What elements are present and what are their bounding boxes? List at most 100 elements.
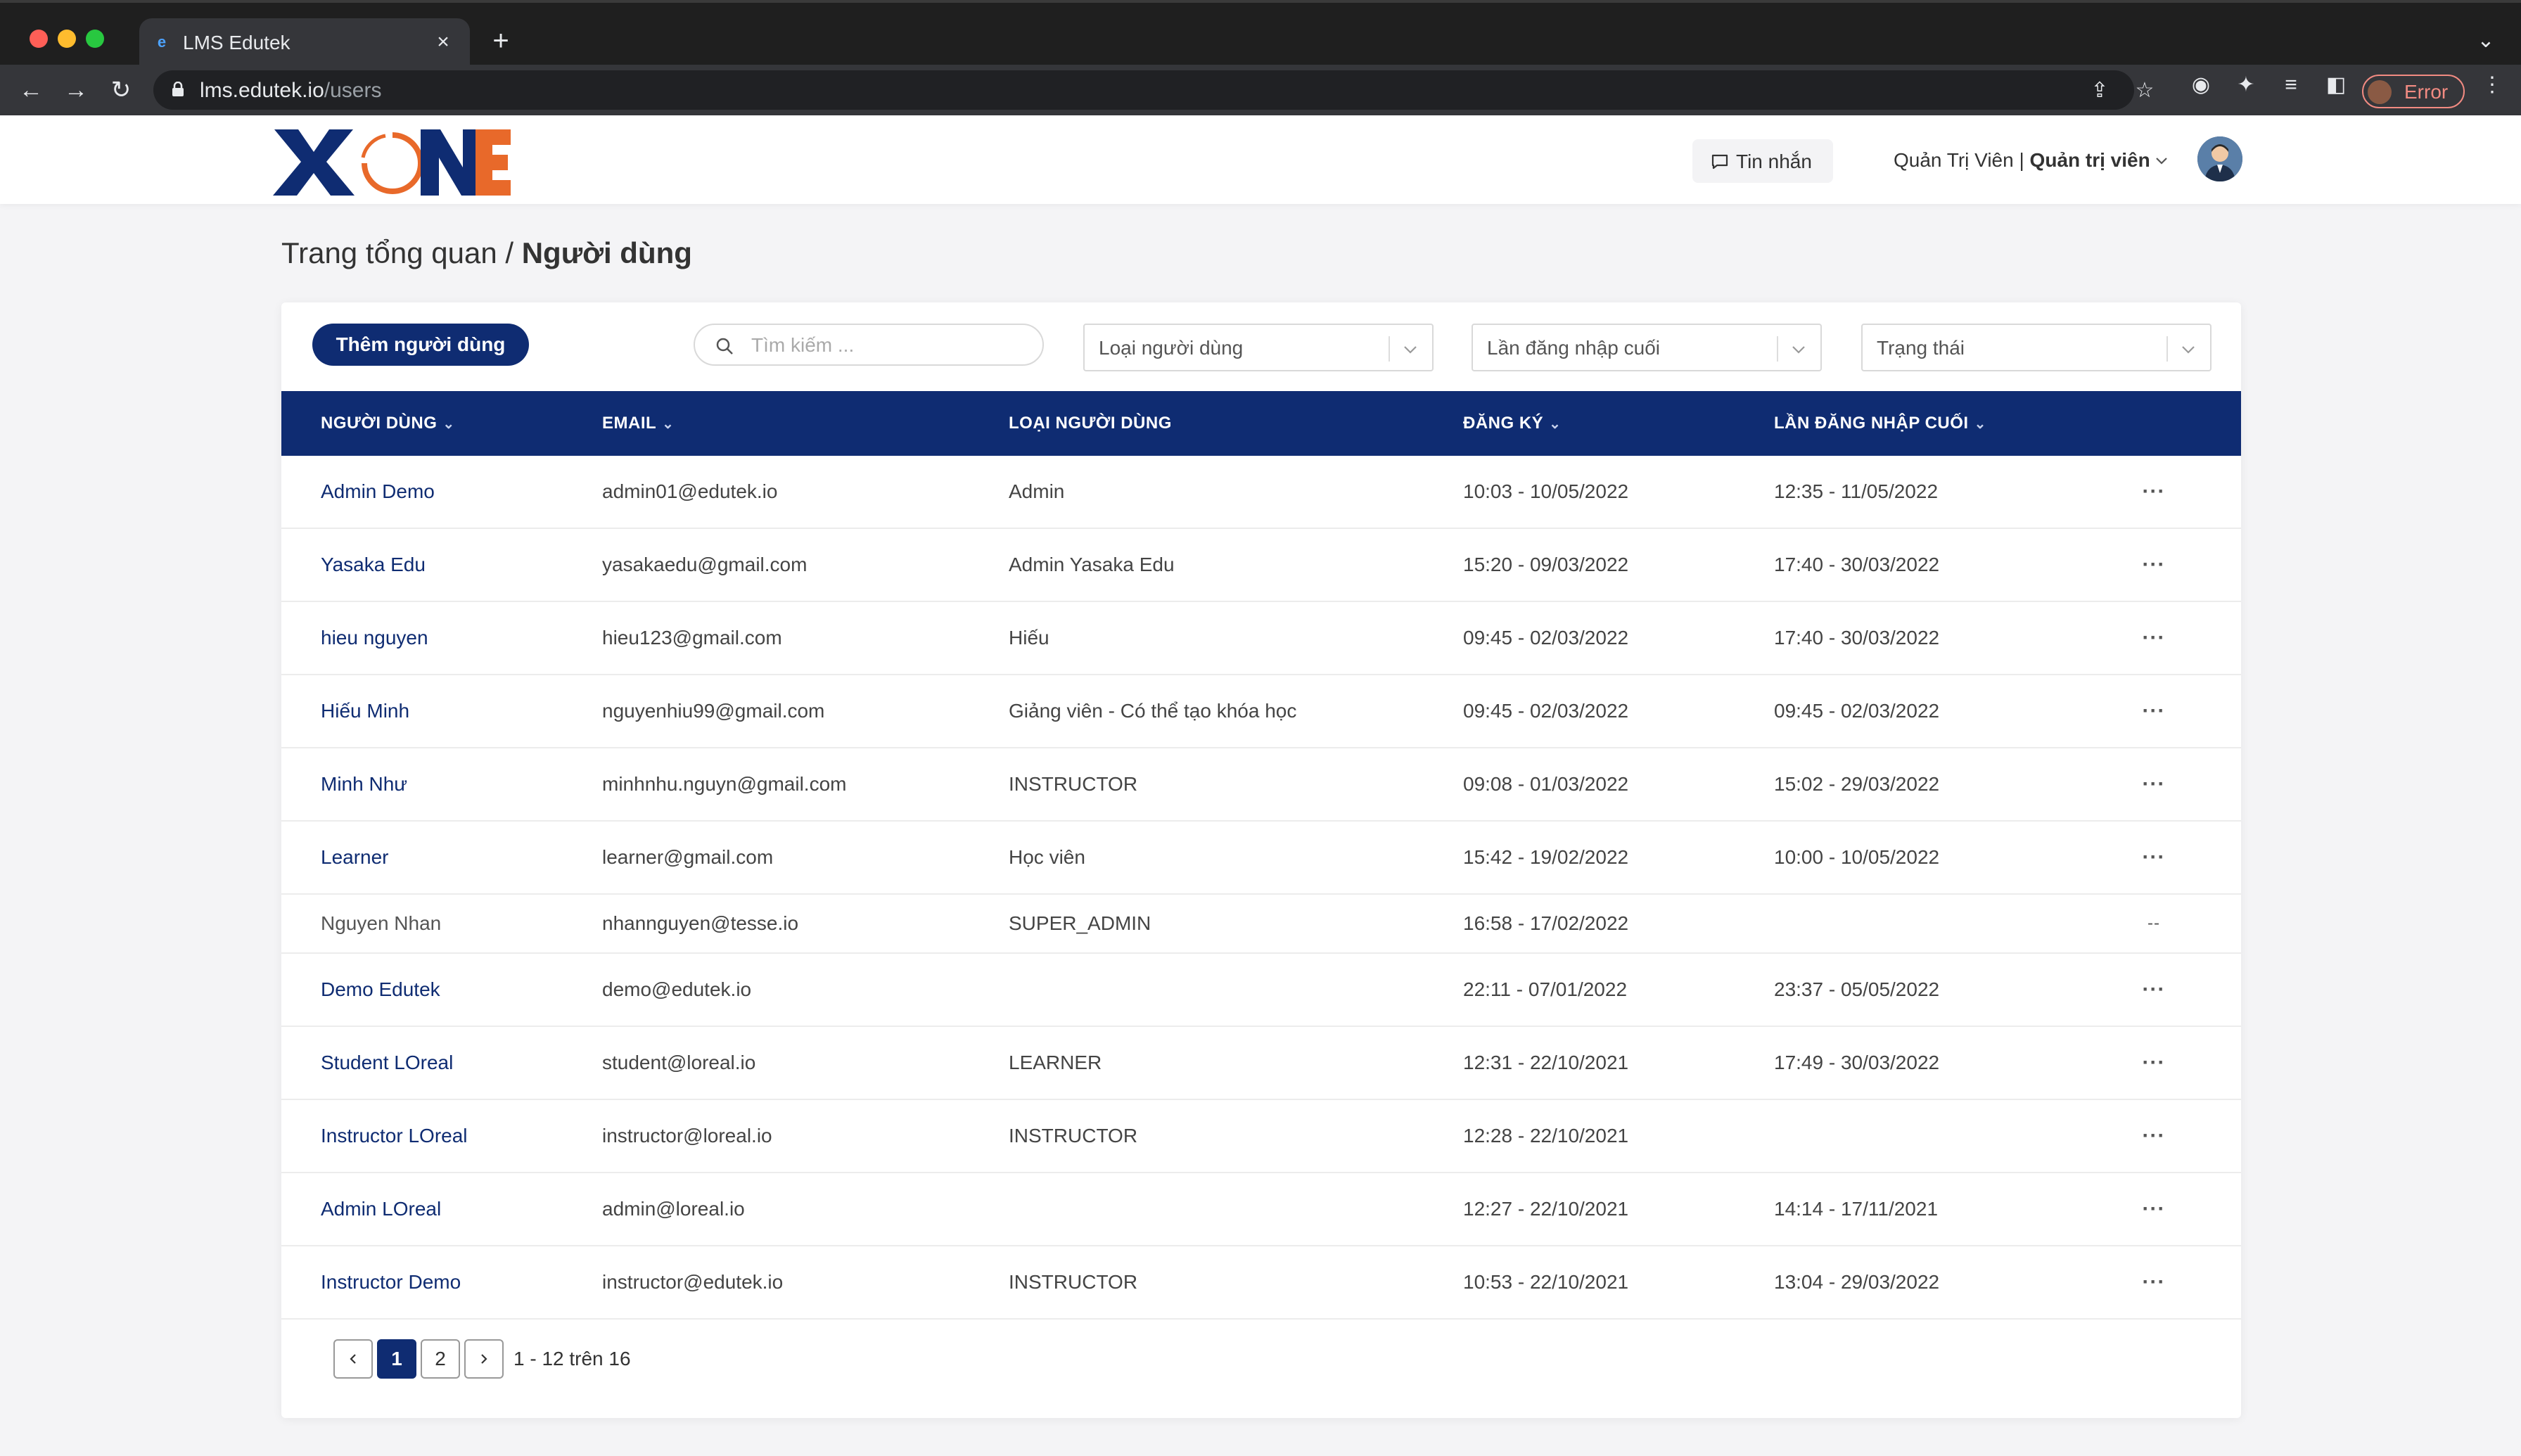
user-menu-dropdown[interactable]: Quản Trị Viên | Quản trị viên [1894,146,2167,174]
reload-icon[interactable]: ↻ [110,77,132,103]
select-separator [2166,336,2168,362]
user-email: instructor@loreal.io [602,1125,772,1147]
registered-date: 12:28 - 22/10/2021 [1463,1125,1629,1147]
last-login-filter-select[interactable]: Lần đăng nhập cuối [1472,324,1822,371]
bookmark-star-icon[interactable]: ☆ [2135,79,2155,102]
reading-list-icon[interactable]: ≡ [2285,73,2297,96]
user-email: student@loreal.io [602,1052,756,1073]
user-type: INSTRUCTOR [1009,1271,1138,1293]
search-input[interactable] [751,332,1026,359]
row-more-icon[interactable]: ··· [2142,699,2166,722]
extensions-puzzle-icon[interactable]: ✦ [2237,73,2255,96]
registered-date: 09:45 - 02/03/2022 [1463,700,1629,722]
status-filter-label: Trạng thái [1877,337,1965,359]
user-email: demo@edutek.io [602,978,752,1000]
user-type: INSTRUCTOR [1009,1125,1138,1147]
page-button-1[interactable]: 1 [377,1339,416,1379]
user-type-filter-select[interactable]: Loại người dùng [1083,324,1434,371]
registered-date: 22:11 - 07/01/2022 [1463,978,1628,1000]
row-more-icon[interactable]: ··· [2142,553,2166,576]
sort-chevron-icon: ⌄ [442,416,455,432]
user-name-link[interactable]: Admin Demo [321,480,435,502]
edutek-favicon-icon: e [157,33,167,51]
address-bar[interactable]: lms.edutek.io/users ⇪ ☆ [153,70,2154,110]
user-role-text: Quản Trị Viên | Quản trị viên [1894,149,2150,171]
column-header-email[interactable]: EMAIL ⌄ [602,412,674,435]
user-name-link[interactable]: Student LOreal [321,1052,454,1073]
window-zoom-button[interactable] [86,30,104,48]
tab-search-chevron-icon[interactable]: ⌄ [2477,29,2495,52]
user-name-link[interactable]: Instructor Demo [321,1271,461,1293]
chevron-left-icon [350,1354,356,1364]
registered-date: 15:20 - 09/03/2022 [1463,554,1629,575]
page-button-2[interactable]: 2 [421,1339,460,1379]
prev-page-button[interactable] [333,1339,373,1379]
table-row: Instructor LOreal instructor@loreal.io I… [281,1100,2241,1173]
avatar[interactable] [2197,136,2242,181]
window-minimize-button[interactable] [58,30,76,48]
row-more-icon[interactable]: ··· [2142,1270,2166,1294]
more-vertical-icon[interactable]: ⋮ [2482,73,2503,96]
row-more-icon[interactable]: ··· [2142,480,2166,503]
table-header: NGƯỜI DÙNG ⌄ EMAIL ⌄ LOẠI NGƯỜI DÙNG ĐĂNG … [281,391,2241,456]
row-more-icon[interactable]: ··· [2142,1051,2166,1074]
back-arrow-icon[interactable]: ← [19,77,43,103]
user-email: hieu123@gmail.com [602,627,782,649]
last-login-date: 17:40 - 30/03/2022 [1774,554,1940,575]
table-row: hieu nguyen hieu123@gmail.com Hiếu 09:45… [281,602,2241,675]
status-filter-select[interactable]: Trạng thái [1861,324,2212,371]
chevron-down-icon [1792,346,1805,354]
side-panel-icon[interactable]: ◧ [2325,73,2347,96]
column-header-registered[interactable]: ĐĂNG KÝ ⌄ [1463,412,1561,435]
chevron-down-icon [2182,346,2195,354]
row-more-icon[interactable]: ··· [2142,1124,2166,1147]
last-login-date: 14:14 - 17/11/2021 [1774,1198,1939,1220]
forward-arrow-icon[interactable]: → [64,77,88,103]
registered-date: 09:08 - 01/03/2022 [1463,773,1629,795]
profile-error-button[interactable]: Error [2362,75,2465,108]
user-avatar-icon [2197,136,2242,181]
tab-close-icon[interactable]: × [437,30,449,53]
user-name-link[interactable]: Instructor LOreal [321,1125,468,1147]
share-icon[interactable]: ⇪ [2091,79,2109,102]
new-tab-icon[interactable]: + [492,25,509,56]
user-email: yasakaedu@gmail.com [602,554,808,575]
tab-strip: e LMS Edutek × + ⌄ [0,0,2521,68]
user-name-link[interactable]: Demo Edutek [321,978,440,1000]
user-type: Học viên [1009,846,1085,868]
column-header-user[interactable]: NGƯỜI DÙNG ⌄ [321,412,455,435]
column-header-last-login[interactable]: LẦN ĐĂNG NHẬP CUỐI ⌄ [1774,412,1986,435]
add-user-button[interactable]: Thêm người dùng [312,324,529,366]
row-more-icon[interactable]: ··· [2142,1197,2166,1220]
column-header-user-type: LOẠI NGƯỜI DÙNG [1009,414,1172,433]
xone-logo[interactable] [272,121,511,198]
messages-button[interactable]: Tin nhắn [1692,139,1833,183]
breadcrumb-parent-link[interactable]: Trang tổng quan [281,236,497,269]
users-card: Thêm người dùng Loại người dùng Lần đăng… [281,302,2241,1418]
browser-tab-active[interactable]: e LMS Edutek × [139,18,470,68]
user-name-link[interactable]: Admin LOreal [321,1198,442,1220]
user-name-link[interactable]: Hiếu Minh [321,700,410,722]
user-name-link[interactable]: hieu nguyen [321,627,428,649]
app-header: Tin nhắn Quản Trị Viên | Quản trị viên [0,115,2521,204]
window-close-button[interactable] [30,30,48,48]
user-name-link[interactable]: Learner [321,846,389,868]
search-icon [716,338,733,355]
chevron-right-icon [481,1354,487,1364]
user-email: nhannguyen@tesse.io [602,912,799,934]
camera-extension-icon[interactable]: ◉ [2191,73,2211,96]
user-type: Giảng viên - Có thể tạo khóa học [1009,700,1297,722]
search-box[interactable] [694,324,1044,366]
row-more-icon[interactable]: ··· [2142,626,2166,649]
row-more-icon[interactable]: ··· [2142,845,2166,869]
chat-bubble-icon [1711,154,1728,170]
registered-date: 09:45 - 02/03/2022 [1463,627,1629,649]
user-name-link[interactable]: Minh Như [321,773,408,795]
tab-title: LMS Edutek [183,32,291,53]
row-more-icon[interactable]: ··· [2142,978,2166,1001]
user-name-link[interactable]: Yasaka Edu [321,554,426,575]
last-login-date: 10:00 - 10/05/2022 [1774,846,1940,868]
chevron-down-icon [2156,158,2167,165]
row-more-icon[interactable]: ··· [2142,772,2166,796]
next-page-button[interactable] [464,1339,504,1379]
